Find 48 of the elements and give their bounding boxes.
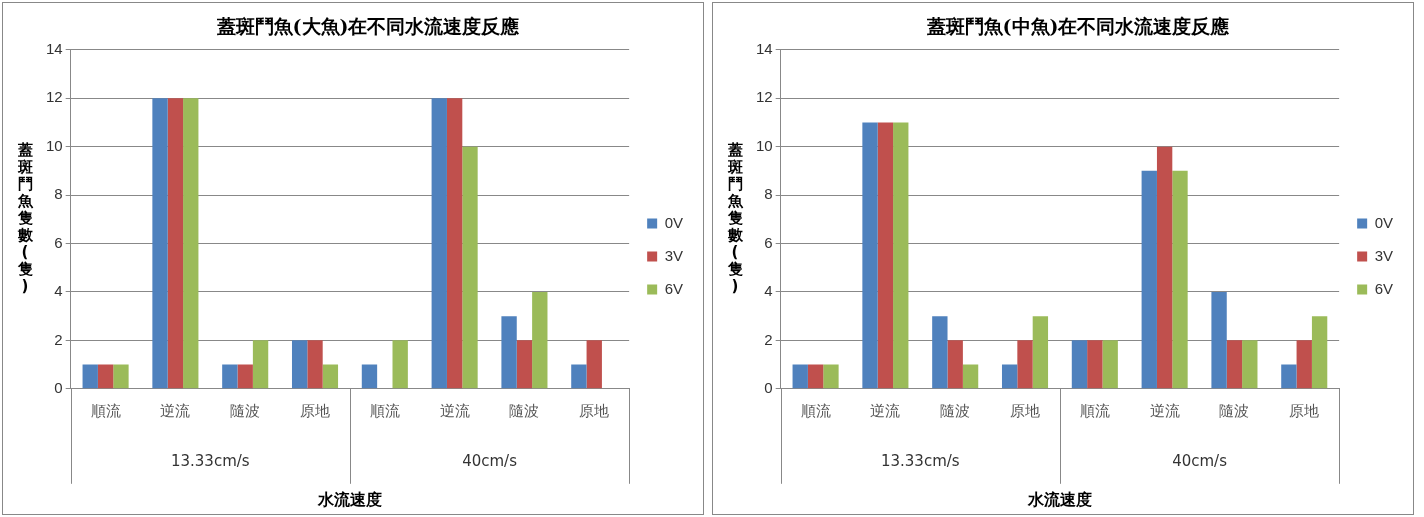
x-tick-label: 原地: [1289, 401, 1320, 419]
x-tick-label: 隨波: [1219, 401, 1250, 419]
x-axis-title: 水流速度: [1026, 489, 1092, 509]
y-tick-label: 8: [54, 185, 63, 203]
text: 13.33cm/s: [170, 451, 250, 470]
y-tick-label: 0: [54, 378, 63, 396]
text: 蓋斑鬥魚隻數(隻): [727, 141, 743, 296]
y-tick-label: 6: [764, 233, 773, 251]
x-tick-label: 順流: [369, 401, 400, 419]
y-tick-label: 6: [54, 233, 63, 251]
y-tick-label: 14: [756, 39, 773, 57]
text: 13.33cm/s: [880, 451, 960, 470]
y-tick-label: 2: [764, 330, 773, 348]
y-tick-label: 2: [54, 330, 63, 348]
y-tick-label: 10: [46, 136, 63, 154]
x-tick-label: 隨波: [509, 401, 540, 419]
x-tick-label: 逆流: [1149, 401, 1180, 419]
text: 40cm/s: [1172, 451, 1228, 470]
x-tick-label: 逆流: [870, 401, 901, 419]
y-tick-label: 8: [764, 185, 773, 203]
legend-label: 0V: [664, 213, 684, 231]
x-tick-label: 原地: [1010, 401, 1041, 419]
y-tick-label: 4: [54, 282, 63, 300]
chart-title: 蓋斑鬥魚(中魚)在不同水流速度反應: [925, 15, 1231, 38]
legend-label: 6V: [1374, 279, 1394, 297]
y-tick-label: 14: [46, 39, 63, 57]
legend-label: 6V: [664, 279, 684, 297]
y-tick-label: 10: [756, 136, 773, 154]
legend-label: 3V: [1374, 246, 1394, 264]
x-axis-title: 水流速度: [316, 489, 382, 509]
text: 蓋斑鬥魚隻數(隻): [17, 141, 33, 296]
y-tick-label: 0: [764, 378, 773, 396]
x-tick-label: 逆流: [439, 401, 470, 419]
x-tick-label: 隨波: [230, 401, 261, 419]
x-tick-label: 逆流: [160, 401, 191, 419]
y-tick-label: 12: [756, 88, 773, 106]
legend-label: 3V: [664, 246, 684, 264]
legend-label: 0V: [1374, 213, 1394, 231]
y-tick-label: 12: [46, 88, 63, 106]
text: 40cm/s: [462, 451, 518, 470]
x-tick-label: 原地: [300, 401, 331, 419]
x-tick-label: 順流: [800, 401, 831, 419]
x-tick-label: 順流: [90, 401, 121, 419]
x-tick-label: 順流: [1079, 401, 1110, 419]
x-tick-label: 隨波: [940, 401, 971, 419]
x-tick-label: 原地: [579, 401, 610, 419]
y-tick-label: 4: [764, 282, 773, 300]
chart-title: 蓋斑鬥魚(大魚)在不同水流速度反應: [215, 15, 521, 38]
